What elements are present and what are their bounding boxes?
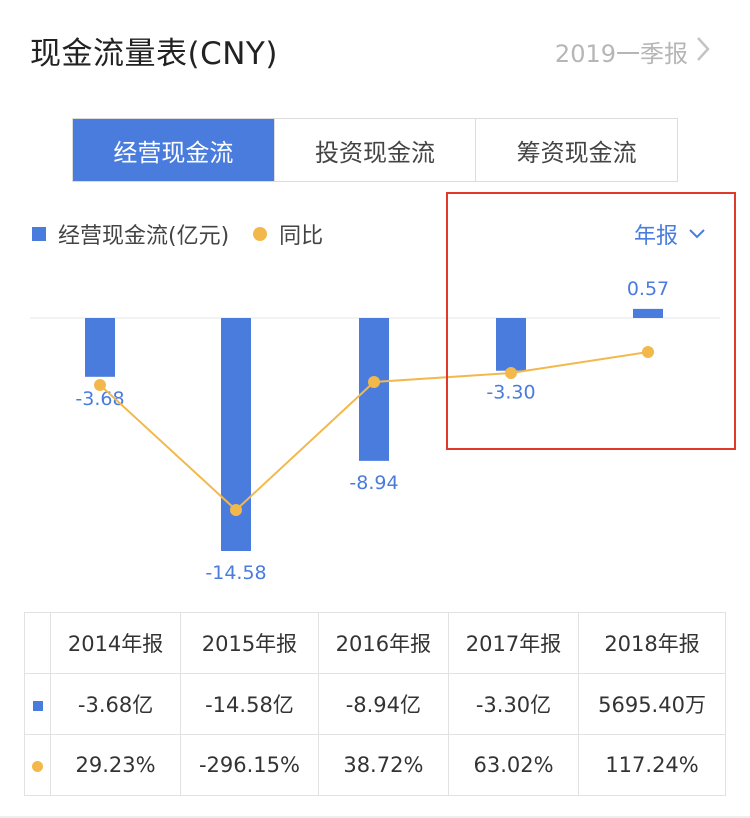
page-title: 现金流量表(CNY) (30, 36, 278, 72)
yoy-point-2018年报 (642, 346, 654, 358)
line-row-marker (24, 734, 51, 796)
cashflow-chart: -3.68 -14.58 -8.94 -3.30 0.57 (30, 278, 720, 584)
bottom-divider (0, 816, 750, 818)
yoy-point-2017年报 (505, 367, 517, 379)
bar-2015年报 (221, 318, 251, 551)
yoy-point-2014年报 (94, 379, 106, 391)
period-selector[interactable]: 2019一季报 (554, 40, 688, 68)
chevron-right-icon[interactable] (692, 32, 714, 66)
cashflow-tabs: 经营现金流 投资现金流 筹资现金流 (72, 118, 678, 182)
bar-data-label: -3.30 (486, 382, 535, 404)
table-cell: -8.94亿 (317, 673, 449, 735)
bar-2017年报 (496, 318, 526, 371)
yoy-point-2016年报 (368, 376, 380, 388)
bar-legend-marker (32, 227, 46, 241)
bar-2014年报 (85, 318, 115, 377)
bar-data-label: -3.68 (75, 388, 124, 410)
line-legend-label: 同比 (279, 224, 324, 249)
bar-legend-label: 经营现金流(亿元) (58, 224, 230, 249)
yoy-point-2015年报 (230, 504, 242, 516)
table-column-header: 2018年报 (578, 612, 726, 674)
table-column-header: 2015年报 (180, 612, 319, 674)
chart-legend: 经营现金流(亿元) 同比 (32, 218, 323, 250)
bar-data-label: 0.57 (627, 278, 669, 300)
header: 现金流量表(CNY) 2019一季报 (0, 0, 750, 100)
bar-2016年报 (359, 318, 389, 461)
line-legend-marker (253, 227, 268, 241)
table-cell: 63.02% (447, 734, 580, 796)
tab-investing-cashflow[interactable]: 投资现金流 (273, 119, 476, 181)
bar-row-marker (24, 673, 51, 735)
report-type-dropdown[interactable]: 年报 (634, 218, 706, 250)
table-cell: 117.24% (578, 734, 726, 796)
tab-operating-cashflow[interactable]: 经营现金流 (73, 119, 274, 181)
bar-2018年报 (633, 308, 663, 318)
table-column-header: 2014年报 (49, 612, 182, 674)
table-corner-cell (24, 612, 51, 674)
table-row-cashflow: -3.68亿 -14.58亿 -8.94亿 -3.30亿 5695.40万 (24, 673, 726, 735)
table-column-header: 2017年报 (447, 612, 580, 674)
report-type-label: 年报 (633, 224, 678, 249)
cashflow-data-table: 2014年报 2015年报 2016年报 2017年报 2018年报 -3.68… (24, 612, 726, 796)
bar-data-label: -8.94 (349, 472, 398, 494)
table-column-header: 2016年报 (317, 612, 449, 674)
table-row-yoy: 29.23% -296.15% 38.72% 63.02% 117.24% (24, 734, 726, 796)
table-cell: 38.72% (317, 734, 449, 796)
table-header-row: 2014年报 2015年报 2016年报 2017年报 2018年报 (24, 612, 726, 674)
table-cell: -3.30亿 (447, 673, 580, 735)
table-cell: -14.58亿 (180, 673, 319, 735)
table-cell: 5695.40万 (578, 673, 726, 735)
table-cell: -3.68亿 (49, 673, 182, 735)
table-cell: -296.15% (180, 734, 319, 796)
chevron-down-icon (689, 229, 705, 239)
table-cell: 29.23% (49, 734, 182, 796)
bar-data-label: -14.58 (205, 562, 266, 584)
tab-financing-cashflow[interactable]: 筹资现金流 (475, 119, 677, 181)
